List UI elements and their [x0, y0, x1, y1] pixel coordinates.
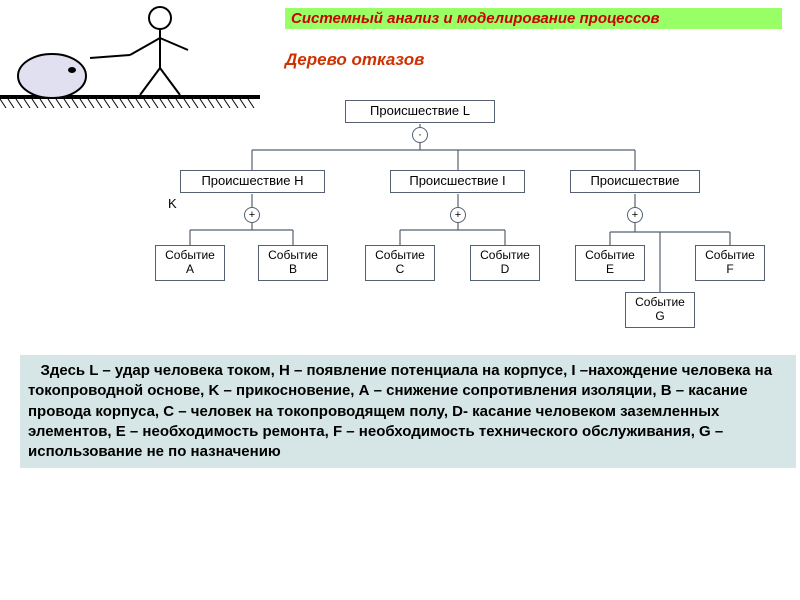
node-F: Событие F — [695, 245, 765, 281]
node-G: Событие G — [625, 292, 695, 328]
node-C: Событие С — [365, 245, 435, 281]
node-I: Происшествие I — [390, 170, 525, 193]
gate-top: · — [412, 127, 428, 143]
banner: Системный анализ и моделирование процесс… — [285, 8, 782, 29]
node-K: Происшествие — [570, 170, 700, 193]
gate-K: + — [627, 207, 643, 223]
node-B: Событие В — [258, 245, 328, 281]
node-A: Событие А — [155, 245, 225, 281]
node-K-dangle: K — [168, 196, 177, 211]
subtitle: Дерево отказов — [285, 50, 424, 70]
gate-H: + — [244, 207, 260, 223]
node-D: Событие D — [470, 245, 540, 281]
caption-text: Здесь L – удар человека током, Н – появл… — [28, 362, 772, 460]
gate-I: + — [450, 207, 466, 223]
caption: Здесь L – удар человека током, Н – появл… — [20, 355, 796, 468]
node-H: Происшествие H — [180, 170, 325, 193]
node-E: Событие Е — [575, 245, 645, 281]
node-L: Происшествие L — [345, 100, 495, 123]
ground-line — [0, 95, 260, 99]
